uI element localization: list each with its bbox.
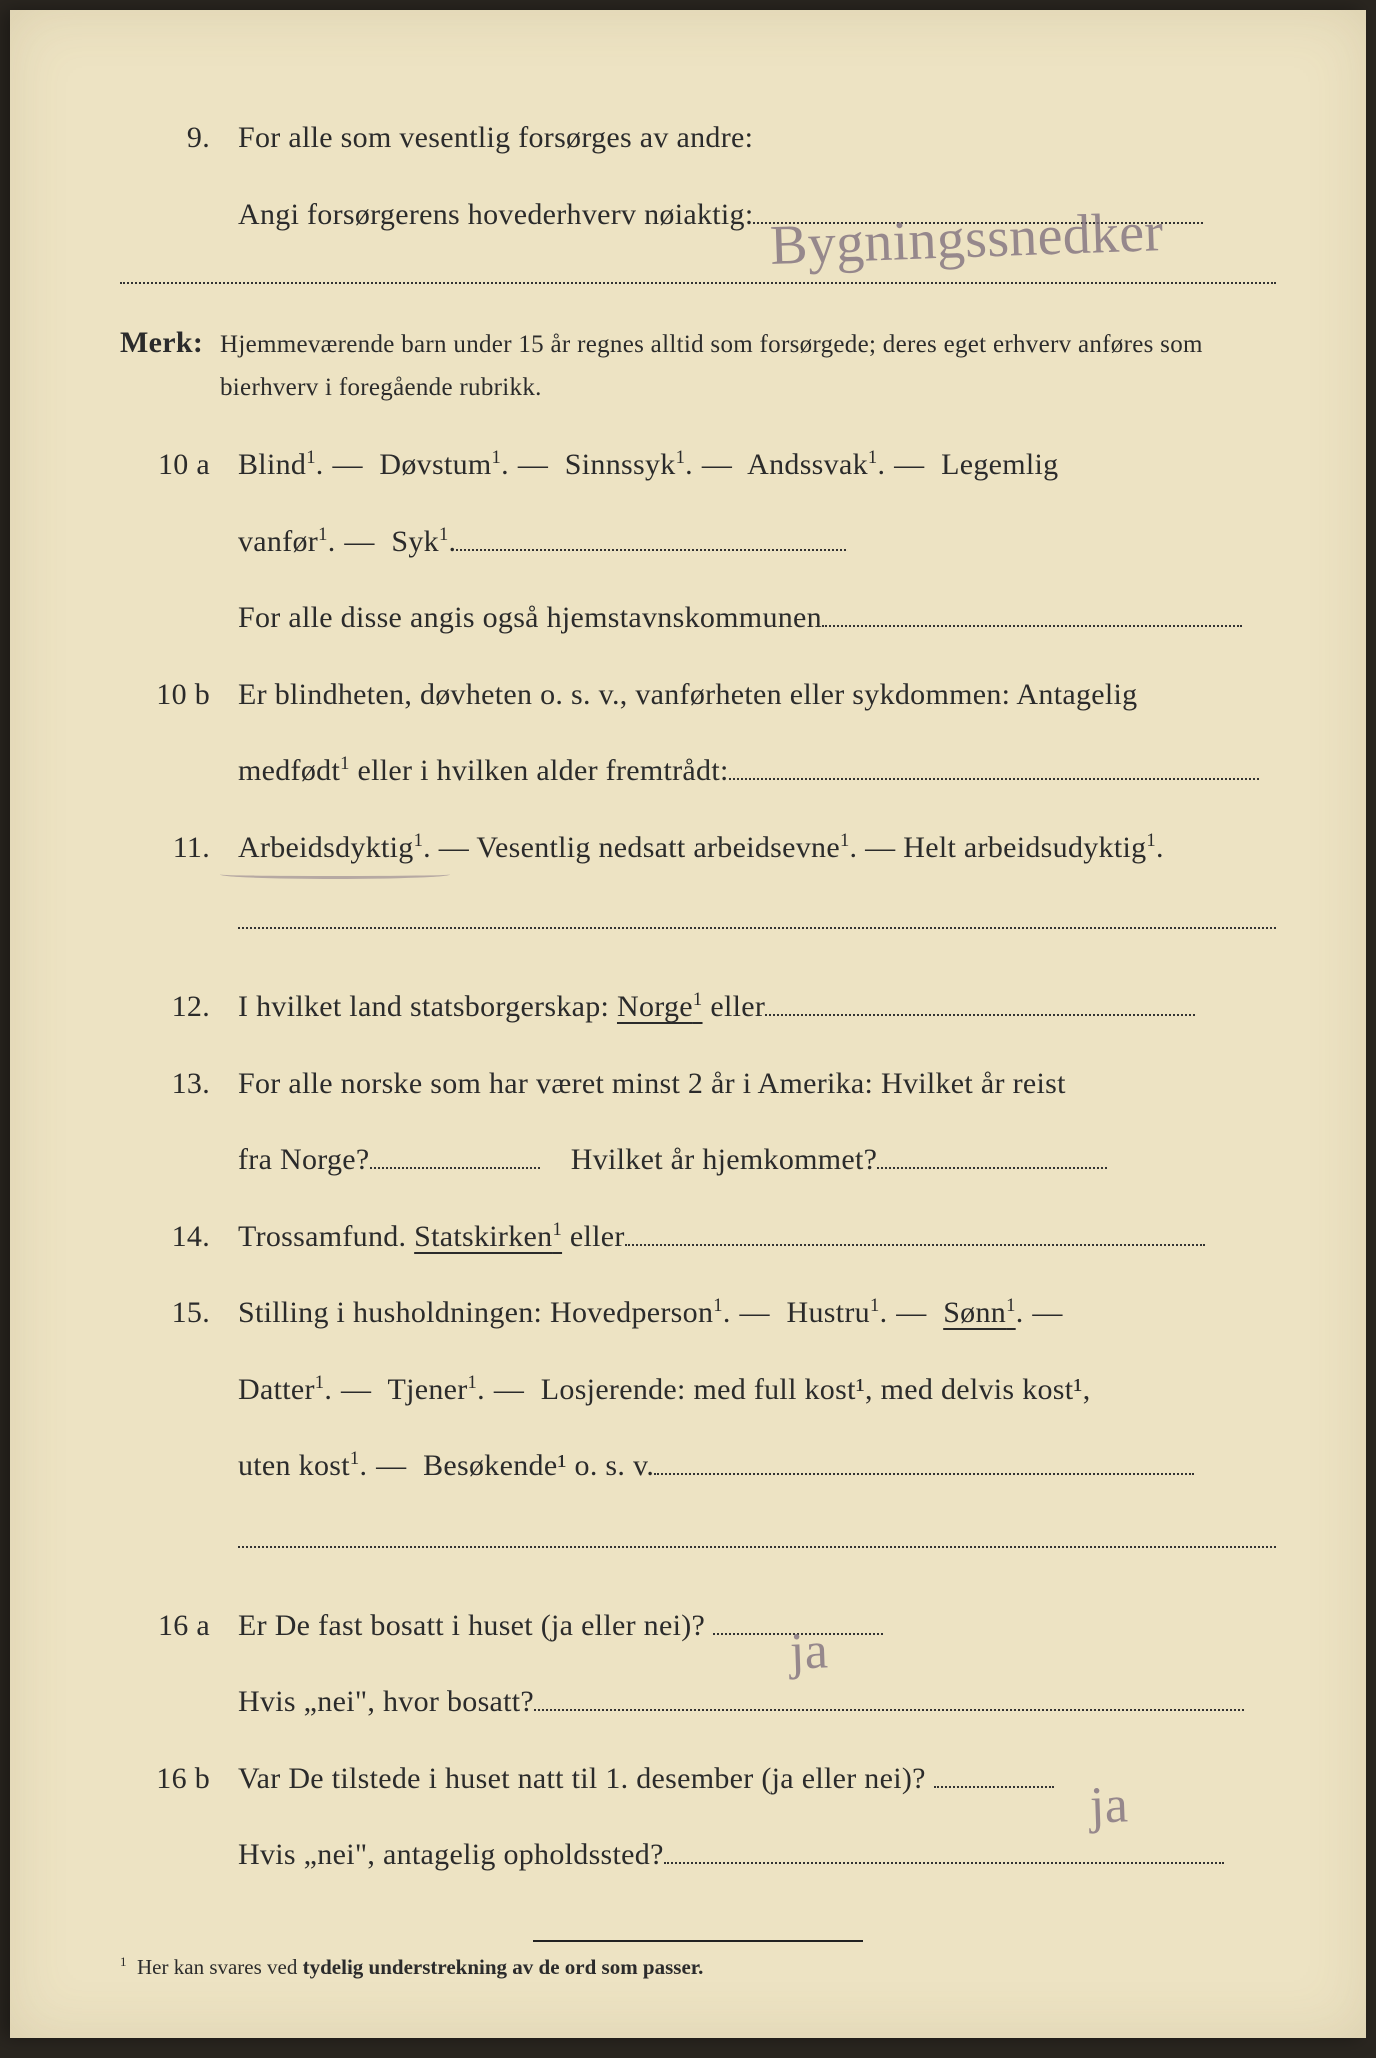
- q13-line1: For alle norske som har været minst 2 år…: [238, 1067, 1066, 1100]
- q11-body: Arbeidsdyktig1. — Vesentlig nedsatt arbe…: [238, 810, 1276, 887]
- q15-tjener[interactable]: Tjener1.: [387, 1373, 485, 1406]
- q10a-opt-sinnssyk[interactable]: Sinnssyk1.: [565, 448, 693, 481]
- q9-line2: Angi forsørgerens hovederhverv nøiaktig:: [238, 198, 753, 231]
- q10a-body: Blind1.— Døvstum1.— Sinnssyk1.— Andssvak…: [238, 427, 1276, 657]
- q16a-number: 16 a: [120, 1588, 238, 1665]
- q9-line1: For alle som vesentlig forsørges av andr…: [238, 121, 753, 154]
- q16b-line2: Hvis „nei", antagelig opholdssted?: [238, 1838, 664, 1871]
- footnote-marker: 1: [120, 1954, 127, 1969]
- q10a-fill2[interactable]: [822, 598, 1242, 627]
- q11-opt-udyktig[interactable]: Helt arbeidsudyktig1.: [903, 831, 1164, 864]
- q10b-number: 10 b: [120, 657, 238, 734]
- q12-fill[interactable]: [765, 987, 1195, 1016]
- q13-number: 13.: [120, 1046, 238, 1123]
- q13-line2a: fra Norge?: [238, 1143, 370, 1176]
- q12-text-b: eller: [710, 990, 765, 1023]
- form-content: 9. For alle som vesentlig forsørges av a…: [10, 10, 1366, 1894]
- q13-line2b: Hvilket år hjemkommet?: [571, 1143, 878, 1176]
- q16b-number: 16 b: [120, 1741, 238, 1818]
- q10b-line1: Er blindheten, døvheten o. s. v., vanfør…: [238, 678, 1137, 711]
- q12-text-a: I hvilket land statsborgerskap:: [238, 990, 617, 1023]
- q9-fill-line[interactable]: [753, 195, 1203, 224]
- footnote-text: Her kan svares ved tydelig understreknin…: [137, 1955, 703, 1979]
- q16b-body: Var De tilstede i huset natt til 1. dese…: [238, 1741, 1276, 1894]
- q10a-opt-andssvak[interactable]: Andssvak1.: [747, 448, 885, 481]
- q10b-fill[interactable]: [729, 751, 1259, 780]
- q15-losjerende[interactable]: Losjerende: med full kost¹, med delvis k…: [541, 1373, 1091, 1406]
- q14-body: Trossamfund. Statskirken1 eller: [238, 1199, 1276, 1276]
- q13-body: For alle norske som har været minst 2 år…: [238, 1046, 1276, 1199]
- q9-number: 9.: [120, 100, 238, 177]
- q14-text-b: eller: [570, 1220, 625, 1253]
- footnote-rule: [533, 1940, 863, 1942]
- q14-text-a: Trossamfund.: [238, 1220, 414, 1253]
- merk-text: Hjemmeværende barn under 15 år regnes al…: [220, 324, 1276, 409]
- q16a-fill1[interactable]: [713, 1606, 883, 1635]
- q15-fill[interactable]: [654, 1446, 1194, 1475]
- merk-label: Merk:: [120, 328, 220, 358]
- q13-fill2[interactable]: [877, 1140, 1107, 1169]
- q16a-line1: Er De fast bosatt i huset (ja eller nei)…: [238, 1609, 705, 1642]
- q15-sonn[interactable]: Sønn1: [943, 1296, 1016, 1329]
- divider-after-9: [120, 281, 1276, 284]
- divider-after-11: [238, 926, 1276, 929]
- question-12: 12. I hvilket land statsborgerskap: Norg…: [120, 969, 1276, 1046]
- q11-number: 11.: [120, 810, 238, 887]
- q16a-line2: Hvis „nei", hvor bosatt?: [238, 1685, 534, 1718]
- q16b-fill1[interactable]: [934, 1759, 1054, 1788]
- q15-hustru[interactable]: Hustru1.: [786, 1296, 887, 1329]
- q12-body: I hvilket land statsborgerskap: Norge1 e…: [238, 969, 1276, 1046]
- q16a-fill2[interactable]: [534, 1682, 1244, 1711]
- q16b-line1: Var De tilstede i huset natt til 1. dese…: [238, 1762, 926, 1795]
- q10a-opt-syk[interactable]: Syk1.: [391, 525, 456, 558]
- q10a-line3: For alle disse angis også hjemstavnskomm…: [238, 601, 822, 634]
- q15-besokende[interactable]: Besøkende¹ o. s. v.: [423, 1449, 654, 1482]
- merk-note: Merk: Hjemmeværende barn under 15 år reg…: [120, 324, 1276, 409]
- q10a-opt-dovstum[interactable]: Døvstum1.: [379, 448, 509, 481]
- question-11: 11. Arbeidsdyktig1. — Vesentlig nedsatt …: [120, 810, 1276, 887]
- document-page: { "q9": { "num": "9.", "line1": "For all…: [10, 10, 1366, 2038]
- footnote: 1 Her kan svares ved tydelig understrekn…: [120, 1930, 1276, 1981]
- question-15: 15. Stilling i husholdningen: Hovedperso…: [120, 1275, 1276, 1505]
- q14-fill[interactable]: [625, 1217, 1205, 1246]
- q12-number: 12.: [120, 969, 238, 1046]
- question-16b: 16 b Var De tilstede i huset natt til 1.…: [120, 1741, 1276, 1894]
- q10a-fill[interactable]: [456, 522, 846, 551]
- q9-body: For alle som vesentlig forsørges av andr…: [238, 100, 1276, 253]
- q13-fill1[interactable]: [370, 1140, 540, 1169]
- q16b-fill2[interactable]: [664, 1835, 1224, 1864]
- q10b-body: Er blindheten, døvheten o. s. v., vanfør…: [238, 657, 1276, 810]
- q15-utenkost[interactable]: uten kost1.: [238, 1449, 367, 1482]
- q10b-line2: medfødt1 eller i hvilken alder fremtrådt…: [238, 754, 729, 787]
- question-13: 13. For alle norske som har været minst …: [120, 1046, 1276, 1199]
- q10a-opt-blind[interactable]: Blind1.: [238, 448, 324, 481]
- q14-number: 14.: [120, 1199, 238, 1276]
- q15-number: 15.: [120, 1275, 238, 1352]
- question-16a: 16 a Er De fast bosatt i huset (ja eller…: [120, 1588, 1276, 1741]
- q15-hovedperson[interactable]: Stilling i husholdningen: Hovedperson1.: [238, 1296, 731, 1329]
- question-14: 14. Trossamfund. Statskirken1 eller: [120, 1199, 1276, 1276]
- q10a-number: 10 a: [120, 427, 238, 504]
- q14-statskirken[interactable]: Statskirken1: [414, 1220, 562, 1253]
- q10a-opt-vanfor[interactable]: vanfør1.: [238, 525, 336, 558]
- q11-opt-arbeidsdyktig[interactable]: Arbeidsdyktig1.: [238, 831, 431, 864]
- question-9: 9. For alle som vesentlig forsørges av a…: [120, 100, 1276, 253]
- q11-opt-nedsatt[interactable]: Vesentlig nedsatt arbeidsevne1.: [476, 831, 857, 864]
- question-10b: 10 b Er blindheten, døvheten o. s. v., v…: [120, 657, 1276, 810]
- question-10a: 10 a Blind1.— Døvstum1.— Sinnssyk1.— And…: [120, 427, 1276, 657]
- q15-datter[interactable]: Datter1.: [238, 1373, 332, 1406]
- divider-after-15: [238, 1545, 1276, 1548]
- q10a-opt-legemlig[interactable]: Legemlig: [941, 448, 1058, 481]
- q12-norge[interactable]: Norge1: [617, 990, 703, 1023]
- q16a-body: Er De fast bosatt i huset (ja eller nei)…: [238, 1588, 1276, 1741]
- q15-body: Stilling i husholdningen: Hovedperson1.—…: [238, 1275, 1276, 1505]
